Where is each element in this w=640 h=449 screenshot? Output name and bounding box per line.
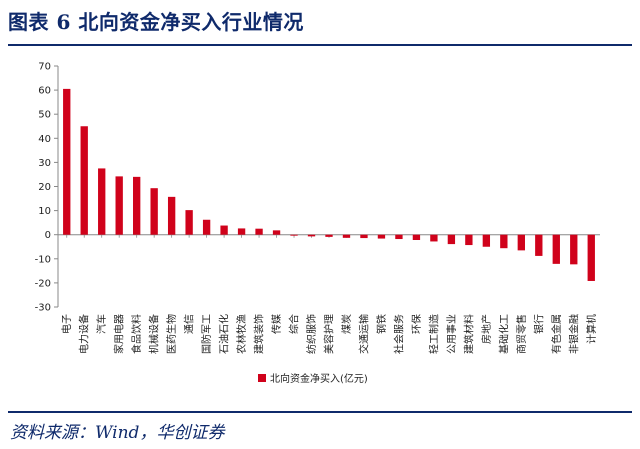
chart-legend: 北向资金净买入(亿元) — [258, 372, 368, 385]
x-category-label: 家用电器 — [113, 314, 126, 354]
bar — [167, 196, 176, 235]
bar — [255, 228, 263, 235]
bar — [517, 234, 525, 251]
bar — [587, 234, 595, 281]
x-category-label: 公用事业 — [445, 314, 458, 354]
x-category-label: 医药生物 — [165, 314, 178, 354]
bar — [570, 234, 578, 265]
bar — [220, 225, 228, 235]
bar — [290, 234, 298, 236]
x-category-label: 传媒 — [271, 314, 283, 334]
x-category-label: 商贸零售 — [515, 314, 528, 354]
x-category-label: 房地产 — [480, 314, 493, 344]
bar — [430, 234, 438, 242]
bar — [535, 234, 543, 256]
bar — [447, 234, 456, 245]
footer-divider — [8, 411, 632, 413]
x-category-label: 建筑装饰 — [253, 314, 266, 354]
bar — [150, 188, 158, 235]
x-category-label: 机械设备 — [148, 314, 161, 354]
x-category-label: 计算机 — [585, 314, 598, 344]
x-category-label: 社会服务 — [392, 314, 405, 354]
chart-title: 图表 6 北向资金净买入行业情况 — [8, 10, 304, 34]
y-tick-label: -10 — [35, 254, 51, 265]
x-category-label: 轻工制造 — [427, 314, 440, 354]
title-divider — [8, 44, 632, 46]
y-tick-label: 30 — [38, 158, 51, 169]
x-category-label: 通信 — [184, 314, 196, 334]
y-tick-label: -30 — [35, 303, 51, 314]
bar — [377, 234, 386, 239]
x-category-label: 煤炭 — [340, 314, 353, 334]
bar — [412, 234, 421, 240]
x-category-label: 基础化工 — [497, 314, 510, 354]
bar — [63, 88, 71, 235]
y-tick-label: 70 — [38, 62, 51, 73]
y-tick-label: 20 — [38, 182, 51, 193]
bar — [98, 168, 106, 235]
x-category-label: 食品饮料 — [130, 314, 143, 354]
x-category-label: 电子 — [60, 314, 73, 334]
bar — [552, 234, 560, 264]
source-note: 资料来源：Wind，华创证券 — [10, 423, 225, 443]
x-category-label: 非银金融 — [567, 314, 580, 354]
x-category-label: 农林牧渔 — [235, 314, 248, 354]
bar — [185, 210, 193, 235]
x-category-label: 钢铁 — [375, 314, 388, 334]
x-category-label: 美容护理 — [323, 314, 336, 354]
bar — [342, 234, 351, 238]
x-category-label: 综合 — [288, 314, 301, 334]
bar — [360, 234, 368, 239]
x-category-label: 银行 — [532, 314, 545, 334]
bar — [395, 234, 403, 240]
bar — [237, 228, 246, 235]
y-tick-label: -20 — [35, 278, 51, 289]
x-category-label: 环保 — [410, 314, 423, 334]
y-tick-label: 10 — [38, 206, 51, 217]
x-category-label: 汽车 — [95, 314, 108, 334]
chart-axes: -30 -20 -10 0 10 20 30 40 50 60 70 — [35, 62, 600, 314]
bar — [80, 126, 88, 235]
y-tick-label: 0 — [45, 230, 51, 241]
bar — [115, 176, 123, 235]
x-category-label: 建筑材料 — [462, 314, 475, 354]
y-tick-label: 50 — [38, 110, 51, 121]
y-tick-label: 60 — [38, 86, 51, 97]
bar — [307, 234, 316, 237]
y-tick-label: 40 — [38, 134, 51, 145]
chart-category-labels: 电子 电力设备 汽车 家用电器 食品饮料 机械设备 医药生物 通信 国防军工 石油石化 农林牧渔 建筑… — [60, 314, 598, 354]
x-category-label: 有色金属 — [550, 314, 563, 354]
legend-label: 北向资金净买入(亿元) — [270, 372, 368, 385]
x-category-label: 国防军工 — [200, 314, 213, 354]
chart-bars — [63, 88, 595, 281]
x-category-label: 电力设备 — [78, 314, 91, 354]
x-category-label: 石油石化 — [218, 314, 231, 354]
bar — [272, 230, 281, 235]
bar — [325, 234, 333, 237]
x-category-label: 交通运输 — [357, 314, 370, 354]
bar — [465, 234, 473, 246]
bar — [482, 234, 491, 247]
x-category-label: 纺织服饰 — [305, 314, 318, 354]
legend-swatch — [258, 374, 266, 382]
bar — [133, 176, 141, 235]
bar — [202, 219, 211, 235]
bar — [500, 234, 508, 249]
